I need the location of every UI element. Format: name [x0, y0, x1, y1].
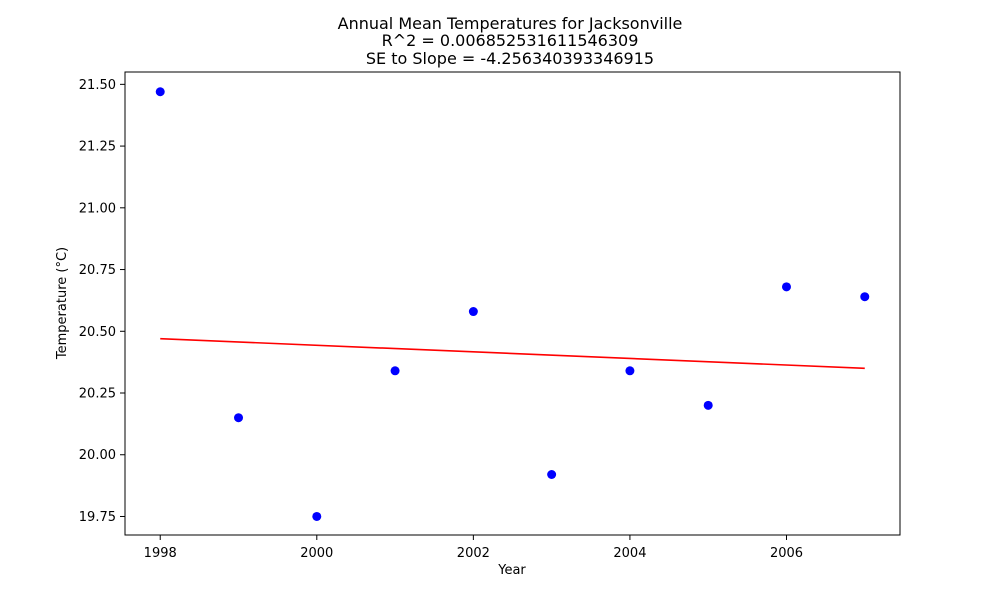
y-tick-label: 19.75 [79, 510, 116, 525]
y-tick-label: 21.00 [79, 201, 116, 216]
y-tick-label: 21.50 [79, 78, 116, 93]
y-tick-label: 20.75 [79, 263, 116, 278]
data-point-1998 [155, 87, 165, 97]
y-axis-label: Temperature (°C) [55, 247, 70, 360]
chart-title-line-1: Annual Mean Temperatures for Jacksonvill… [338, 14, 683, 33]
y-axis: 19.75 20.00 20.25 20.50 20.75 21.00 21.25 21.50 [79, 78, 125, 525]
plot-area [155, 87, 870, 521]
y-tick-label: 20.25 [79, 387, 116, 402]
chart-title-line-2: R^2 = 0.006852531611546309 [382, 31, 639, 50]
data-point-2006 [781, 282, 791, 292]
data-point-2001 [390, 366, 400, 376]
data-point-2000 [312, 511, 322, 521]
x-axis: 1998 2000 2002 2004 2006 [144, 535, 803, 561]
chart-title-line-3: SE to Slope = -4.256340393346915 [366, 49, 654, 68]
data-point-2007 [860, 292, 870, 302]
x-tick-label: 2000 [300, 546, 333, 561]
data-point-2002 [468, 307, 478, 317]
data-point-1999 [234, 413, 244, 423]
x-tick-label: 2004 [613, 546, 646, 561]
y-tick-label: 20.00 [79, 448, 116, 463]
y-tick-label: 21.25 [79, 140, 116, 155]
data-point-2004 [625, 366, 635, 376]
data-point-2005 [703, 400, 713, 410]
x-tick-label: 1998 [144, 546, 177, 561]
trend-line [160, 337, 865, 370]
x-tick-label: 2006 [770, 546, 803, 561]
y-tick-label: 20.50 [79, 325, 116, 340]
x-tick-label: 2002 [457, 546, 490, 561]
x-axis-label: Year [497, 563, 526, 578]
plot-frame [124, 71, 901, 536]
data-point-2003 [547, 470, 557, 479]
